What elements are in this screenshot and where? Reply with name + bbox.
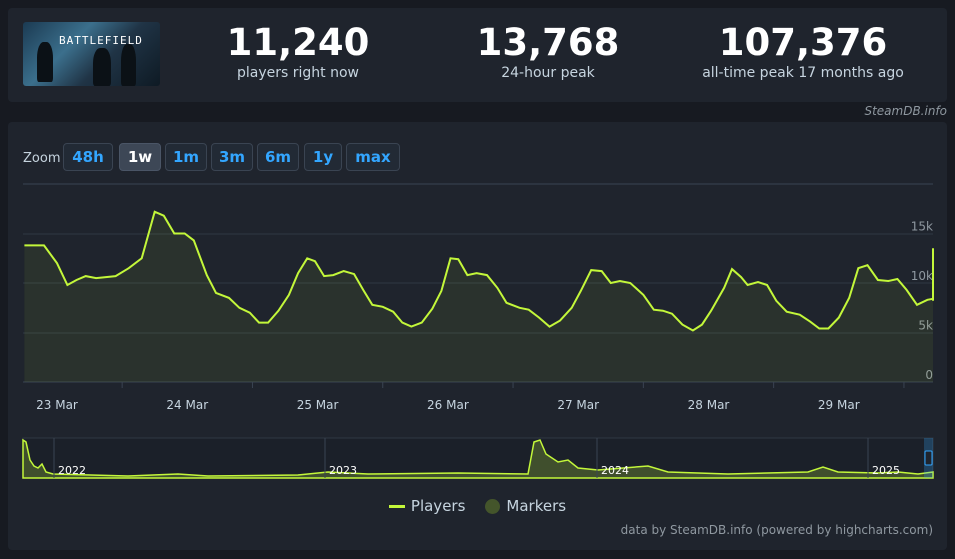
y-tick-label: 10k (911, 269, 933, 283)
legend-line-icon (388, 504, 405, 508)
stat-24h-peak-label: 24-hour peak (501, 65, 595, 81)
zoom-6m-button[interactable]: 6m (257, 143, 299, 171)
chart-panel: Zoom 48h 1w 1m 3m 6m 1y max 0 5k 10k 15k 23… (8, 122, 947, 550)
x-tick-label: 23 Mar (36, 398, 78, 412)
stat-all-time-peak: 107,376 all-time peak 17 months ago (688, 22, 918, 82)
stat-all-time-peak-label: all-time peak 17 months ago (702, 65, 904, 81)
stat-current: 11,240 players right now (198, 22, 398, 82)
navigator[interactable]: 2022 2023 2024 2025 (22, 437, 934, 479)
banner-title: BATTLEFIELD (59, 34, 143, 47)
zoom-1y-button[interactable]: 1y (304, 143, 342, 171)
navigator-year-2024: 2024 (601, 464, 629, 477)
navigator-year-2023: 2023 (329, 464, 357, 477)
banner-art (37, 42, 53, 82)
stat-current-label: players right now (237, 65, 359, 81)
y-tick-label: 0 (925, 368, 933, 382)
game-banner[interactable]: BATTLEFIELD (23, 22, 160, 86)
banner-art-2 (93, 48, 111, 86)
zoom-1m-button[interactable]: 1m (165, 143, 207, 171)
navigator-year-2025: 2025 (872, 464, 900, 477)
x-tick-label: 26 Mar (427, 398, 469, 412)
chart-legend: Players Markers (8, 497, 947, 515)
navigator-series (22, 438, 934, 479)
x-tick-label: 24 Mar (166, 398, 208, 412)
player-chart[interactable]: 0 5k 10k 15k 23 Mar 24 Mar 25 Mar 26 Mar 27 Mar… (8, 122, 947, 550)
y-tick-label: 15k (911, 220, 933, 234)
x-tick-label: 28 Mar (688, 398, 730, 412)
navigator-track (22, 437, 934, 479)
stat-24h-peak: 13,768 24-hour peak (448, 22, 648, 82)
banner-art-3 (121, 44, 136, 86)
navigator-year-2022: 2022 (58, 464, 86, 477)
zoom-48h-button[interactable]: 48h (63, 143, 113, 171)
zoom-1w-button[interactable]: 1w (119, 143, 161, 171)
stat-all-time-peak-value: 107,376 (718, 21, 888, 64)
highcharts-credit[interactable]: data by SteamDB.info (powered by highcha… (620, 523, 933, 537)
players-line[interactable] (24, 210, 934, 332)
legend-dot-icon (485, 498, 501, 514)
stat-current-value: 11,240 (226, 21, 370, 64)
zoom-label: Zoom (23, 151, 61, 166)
legend-markers-label: Markers (506, 497, 567, 515)
x-tick-label: 25 Mar (297, 398, 339, 412)
legend-players-label: Players (410, 497, 466, 515)
players-area (24, 211, 933, 382)
stats-header: BATTLEFIELD 11,240 players right now 13,… (8, 8, 947, 102)
navigator-handle-icon[interactable] (924, 450, 933, 466)
x-tick-label: 27 Mar (557, 398, 599, 412)
y-axis-ticks: 0 5k 10k 15k (911, 220, 933, 383)
zoom-3m-button[interactable]: 3m (211, 143, 253, 171)
zoom-max-button[interactable]: max (346, 143, 400, 171)
legend-players[interactable]: Players (388, 497, 466, 515)
legend-markers[interactable]: Markers (485, 497, 566, 515)
y-tick-label: 5k (918, 319, 933, 333)
x-tick-label: 29 Mar (818, 398, 860, 412)
stat-24h-peak-value: 13,768 (476, 21, 620, 64)
steamdb-credit[interactable]: SteamDB.info (864, 104, 947, 118)
x-axis-ticks: 23 Mar 24 Mar 25 Mar 26 Mar 27 Mar 28 Mar 29 M… (36, 382, 905, 412)
